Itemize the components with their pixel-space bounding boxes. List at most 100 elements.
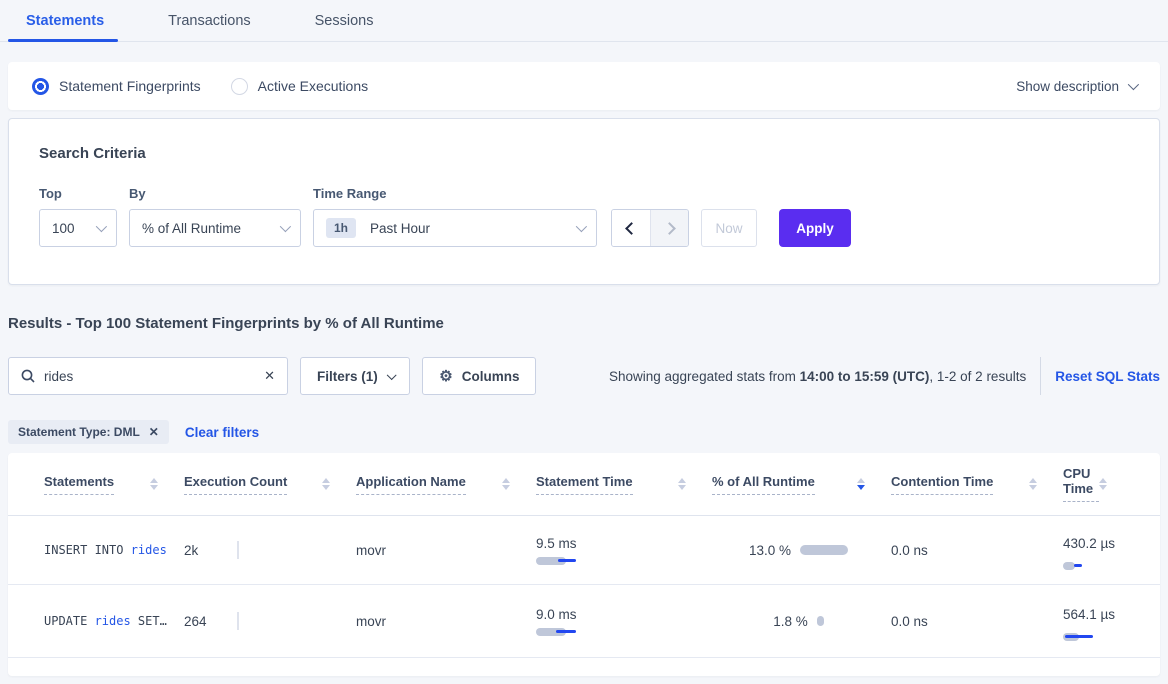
contention-time-value: 0.0 ns	[891, 542, 928, 558]
runtime-pct-cell: 1.8 %	[712, 585, 891, 657]
sort-descending-icon	[502, 485, 510, 490]
tab-transactions[interactable]: Transactions	[168, 12, 251, 29]
results-controls: ✕ Filters (1) ⚙ Columns Showing aggregat…	[8, 357, 1160, 395]
column-header-label[interactable]: Statement Time	[536, 474, 633, 495]
execution-count-value: 2k	[184, 542, 199, 558]
execution-count-value: 264	[184, 613, 207, 629]
search-box: ✕	[8, 357, 288, 395]
clear-search-icon[interactable]: ✕	[264, 368, 275, 383]
page-tabs: Statements Transactions Sessions	[0, 0, 1168, 42]
sort-ascending-icon	[150, 478, 158, 483]
chevron-left-icon	[624, 221, 638, 235]
execution-count-bar	[237, 612, 239, 630]
sort-descending-icon	[857, 485, 865, 490]
sort-ascending-icon	[1099, 478, 1107, 483]
show-description-toggle[interactable]: Show description	[1016, 78, 1140, 94]
column-header-label[interactable]: Application Name	[356, 474, 466, 495]
tab-sessions[interactable]: Sessions	[314, 12, 374, 29]
by-value: % of All Runtime	[142, 220, 242, 236]
sort-icon[interactable]	[1099, 478, 1107, 490]
sort-icon[interactable]	[1029, 478, 1037, 490]
column-header[interactable]: Contention Time	[891, 474, 1063, 495]
column-header[interactable]: Application Name	[356, 474, 536, 495]
sort-icon[interactable]	[678, 478, 686, 490]
sort-descending-icon	[322, 485, 330, 490]
application-name-cell: movr	[356, 516, 536, 584]
sort-icon[interactable]	[150, 478, 158, 490]
statement-text: UPDATE	[44, 614, 95, 628]
sort-icon[interactable]	[322, 478, 330, 490]
table-header-row: Statements Execution Count Application N…	[8, 453, 1160, 516]
runtime-pct-bar	[800, 545, 849, 555]
sort-descending-icon	[1099, 485, 1107, 490]
cpu-time-cell: 430.2 µs	[1063, 516, 1133, 584]
column-header[interactable]: Execution Count	[184, 474, 356, 495]
cpu-time-value: 430.2 µs	[1063, 535, 1116, 551]
next-time-range-button[interactable]	[650, 210, 688, 246]
column-header[interactable]: Statements	[44, 474, 184, 495]
filter-chip-label: Statement Type: DML	[18, 425, 140, 439]
statement-time-cell: 9.0 ms	[536, 585, 712, 657]
time-range-badge: 1h	[326, 218, 357, 238]
search-criteria-panel: Search Criteria Top 100 By % of All Runt…	[8, 118, 1160, 285]
previous-time-range-button[interactable]	[612, 210, 650, 246]
column-header-label[interactable]: CPU Time	[1063, 466, 1099, 502]
close-icon[interactable]: ✕	[148, 425, 159, 439]
chevron-down-icon	[95, 220, 108, 233]
sort-ascending-icon	[502, 478, 510, 483]
column-header-label[interactable]: % of All Runtime	[712, 474, 815, 495]
application-name-value: movr	[356, 542, 386, 558]
runtime-pct-value: 13.0 %	[748, 542, 792, 558]
search-icon	[21, 369, 35, 383]
statement-cell: INSERT INTO rides	[44, 516, 184, 584]
sort-icon[interactable]	[502, 478, 510, 490]
results-heading: Results - Top 100 Statement Fingerprints…	[8, 315, 444, 332]
columns-button[interactable]: ⚙ Columns	[422, 357, 537, 395]
column-header[interactable]: % of All Runtime	[712, 474, 891, 495]
cpu-time-value: 564.1 µs	[1063, 606, 1116, 622]
gear-icon: ⚙	[439, 368, 453, 385]
active-tab-underline	[8, 39, 118, 42]
runtime-pct-cell: 13.0 %	[712, 516, 891, 584]
chevron-down-icon	[386, 369, 397, 380]
table-row[interactable]: UPDATE rides SET… 264 movr 9.0 ms 1.8 % …	[8, 585, 1160, 658]
contention-time-cell: 0.0 ns	[891, 516, 1063, 584]
column-header-label[interactable]: Execution Count	[184, 474, 288, 495]
sort-ascending-icon	[1029, 478, 1037, 483]
now-button[interactable]: Now	[701, 209, 757, 247]
duration-bar	[536, 556, 596, 565]
contention-time-value: 0.0 ns	[891, 613, 928, 629]
column-header-label[interactable]: Contention Time	[891, 474, 994, 495]
column-header-label[interactable]: Statements	[44, 474, 115, 495]
statement-time-value: 9.5 ms	[536, 535, 577, 551]
top-label: Top	[39, 186, 62, 201]
sort-icon[interactable]	[857, 478, 865, 490]
radio-statement-fingerprints[interactable]: Statement Fingerprints	[32, 77, 201, 95]
clear-filters-link[interactable]: Clear filters	[184, 424, 260, 440]
sort-ascending-icon	[678, 478, 686, 483]
filters-button[interactable]: Filters (1)	[300, 357, 411, 395]
radio-active-executions[interactable]: Active Executions	[230, 77, 368, 95]
applied-filters-row: Statement Type: DML ✕ Clear filters	[8, 420, 1160, 444]
application-name-cell: movr	[356, 585, 536, 657]
top-value: 100	[52, 220, 75, 236]
by-select[interactable]: % of All Runtime	[129, 209, 301, 247]
apply-button[interactable]: Apply	[779, 209, 851, 247]
search-input[interactable]	[44, 368, 256, 384]
column-header[interactable]: CPU Time	[1063, 466, 1133, 502]
radio-label: Statement Fingerprints	[59, 78, 201, 94]
statement-fingerprint-link[interactable]: rides	[130, 543, 167, 557]
column-header[interactable]: Statement Time	[536, 474, 712, 495]
statements-table: Statements Execution Count Application N…	[8, 453, 1160, 676]
tab-statements[interactable]: Statements	[26, 12, 105, 29]
table-row[interactable]: INSERT INTO rides 2k movr 9.5 ms 13.0 % …	[8, 516, 1160, 585]
filter-chip-statement-type[interactable]: Statement Type: DML ✕	[8, 420, 169, 444]
time-range-select[interactable]: 1h Past Hour	[313, 209, 597, 247]
view-toggle-bar: Statement Fingerprints Active Executions…	[8, 62, 1160, 110]
chevron-down-icon	[1127, 78, 1140, 91]
duration-bar	[536, 627, 596, 636]
application-name-value: movr	[356, 613, 386, 629]
top-select[interactable]: 100	[39, 209, 117, 247]
reset-sql-stats-link[interactable]: Reset SQL Stats	[1055, 368, 1160, 384]
statement-fingerprint-link[interactable]: rides	[94, 614, 131, 628]
